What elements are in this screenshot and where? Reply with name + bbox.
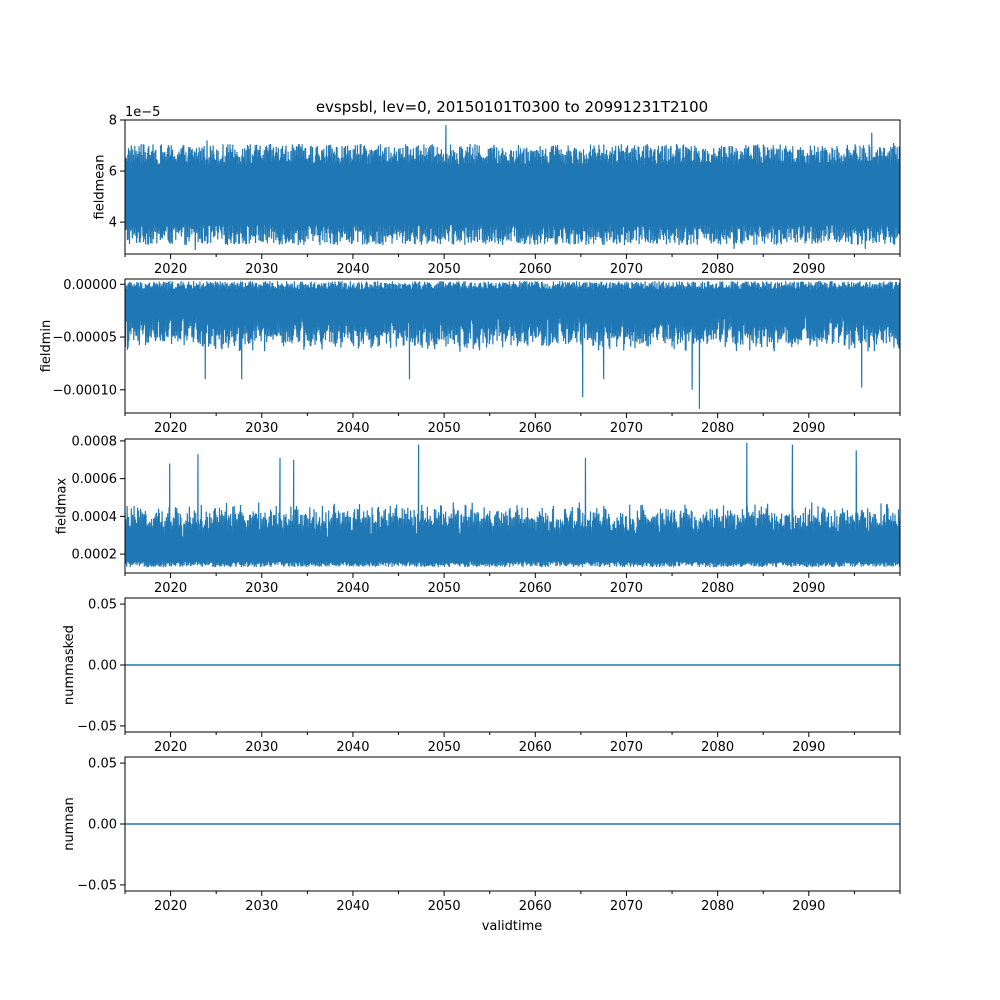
- x-tick-label: 2060: [519, 581, 552, 596]
- x-tick-label: 2020: [154, 262, 187, 277]
- x-tick-label: 2070: [610, 740, 643, 755]
- x-tick-label: 2060: [519, 899, 552, 914]
- y-tick-label: −0.00005: [52, 331, 117, 346]
- x-tick-label: 2080: [701, 421, 734, 436]
- y-tick-label: 0.0002: [72, 548, 118, 563]
- x-tick-label: 2050: [428, 262, 461, 277]
- x-tick-label: 2050: [428, 740, 461, 755]
- y-tick-label: −0.05: [77, 878, 117, 893]
- y-axis-label: nummasked: [62, 625, 77, 705]
- chart-title: evspsbl, lev=0, 20150101T0300 to 2099123…: [316, 98, 708, 116]
- y-tick-label: 0.00000: [63, 278, 117, 293]
- x-tick-label: 2030: [245, 581, 278, 596]
- x-tick-label: 2060: [519, 262, 552, 277]
- data-line-fieldmean: [125, 125, 900, 251]
- y-tick-label: 0.00: [88, 818, 117, 833]
- x-tick-label: 2040: [336, 899, 369, 914]
- axes-frame: [124, 438, 901, 574]
- x-tick-label: 2090: [792, 740, 825, 755]
- x-tick-label: 2080: [701, 740, 734, 755]
- x-tick-label: 2030: [245, 262, 278, 277]
- x-tick-label: 2090: [792, 421, 825, 436]
- data-line-fieldmin: [125, 281, 900, 409]
- subplot-fieldmean: 2020 2030 2040 2050 2060 2070 2080 2090 4 6 8 1e−5 f…: [92, 105, 901, 277]
- x-tick-label: 2030: [245, 740, 278, 755]
- y-axis-label: fieldmin: [39, 320, 54, 373]
- x-tick-label: 2050: [428, 899, 461, 914]
- data-line-fieldmax: [125, 442, 900, 568]
- x-tick-label: 2060: [519, 740, 552, 755]
- subplot-fieldmax: 2020 2030 2040 2050 2060 2070 2080 2090 0.0002 0.…: [54, 434, 901, 596]
- x-tick-label: 2040: [336, 581, 369, 596]
- x-tick-label: 2020: [154, 421, 187, 436]
- x-tick-label: 2030: [245, 899, 278, 914]
- y-tick-label: 0.0004: [72, 510, 118, 525]
- x-tick-label: 2060: [519, 421, 552, 436]
- subplots: 2020 2030 2040 2050 2060 2070 2080 2090 4 6 8 1e−5 f…: [39, 105, 901, 914]
- y-tick-label: 0.05: [88, 757, 117, 772]
- x-tick-label: 2020: [154, 581, 187, 596]
- y-offset-label: 1e−5: [125, 105, 160, 120]
- x-tick-label: 2040: [336, 421, 369, 436]
- x-tick-label: 2020: [154, 740, 187, 755]
- x-tick-label: 2090: [792, 581, 825, 596]
- x-tick-label: 2080: [701, 899, 734, 914]
- x-tick-label: 2090: [792, 262, 825, 277]
- x-tick-label: 2050: [428, 581, 461, 596]
- y-axis-label: numnan: [62, 797, 77, 851]
- y-tick-label: 8: [109, 114, 117, 129]
- y-tick-label: 0.0006: [72, 472, 118, 487]
- x-tick-label: 2030: [245, 421, 278, 436]
- x-tick-label: 2070: [610, 581, 643, 596]
- x-tick-label: 2020: [154, 899, 187, 914]
- x-tick-label: 2040: [336, 262, 369, 277]
- subplot-nummasked: 2020 2030 2040 2050 2060 2070 2080 2090 0.05 0.00…: [62, 597, 901, 755]
- axes-frame: [124, 119, 901, 255]
- y-tick-label: 0.05: [88, 598, 117, 613]
- x-tick-label: 2090: [792, 899, 825, 914]
- y-tick-label: 6: [109, 165, 117, 180]
- x-tick-label: 2050: [428, 421, 461, 436]
- y-axis-label: fieldmax: [54, 478, 69, 535]
- x-tick-label: 2080: [701, 581, 734, 596]
- y-tick-label: −0.05: [77, 719, 117, 734]
- y-tick-label: 0.0008: [72, 434, 118, 449]
- y-tick-label: −0.00010: [52, 383, 117, 398]
- x-tick-label: 2070: [610, 899, 643, 914]
- x-axis-label: validtime: [482, 919, 543, 934]
- axes-frame: [124, 278, 901, 414]
- subplot-numnan: 2020 2030 2040 2050 2060 2070 2080 2090 0.05 0.00…: [62, 756, 901, 914]
- subplot-fieldmin: 2020 2030 2040 2050 2060 2070 2080 2090 0.00000 −…: [39, 278, 901, 436]
- x-tick-label: 2040: [336, 740, 369, 755]
- y-axis-label: fieldmean: [92, 155, 107, 220]
- y-tick-label: 0.00: [88, 659, 117, 674]
- y-tick-label: 4: [109, 216, 117, 231]
- x-tick-label: 2080: [701, 262, 734, 277]
- x-tick-label: 2070: [610, 262, 643, 277]
- x-tick-label: 2070: [610, 421, 643, 436]
